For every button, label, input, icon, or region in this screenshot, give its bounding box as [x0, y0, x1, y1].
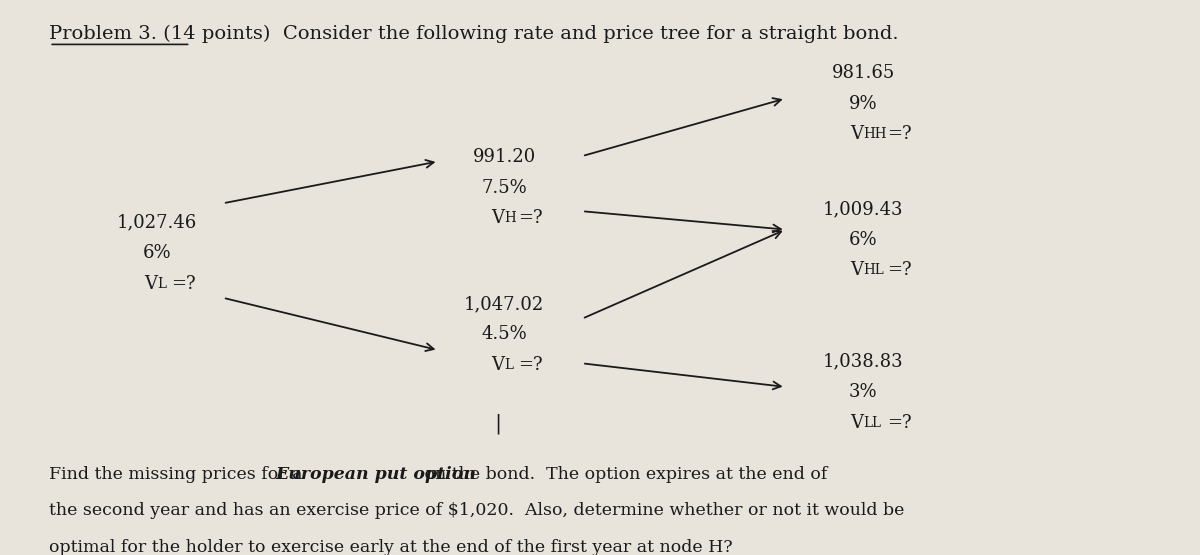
Text: 981.65: 981.65 [832, 64, 895, 82]
Text: =?: =? [887, 125, 912, 143]
Text: V: V [851, 261, 863, 280]
Text: HH: HH [863, 127, 887, 141]
Text: V: V [144, 275, 157, 292]
Text: =?: =? [887, 261, 912, 280]
Text: Find the missing prices for a: Find the missing prices for a [49, 466, 308, 483]
Text: 4.5%: 4.5% [481, 325, 527, 344]
Text: LL: LL [863, 416, 881, 430]
Text: 991.20: 991.20 [473, 148, 536, 166]
Text: H: H [504, 211, 516, 225]
Text: 1,047.02: 1,047.02 [464, 295, 545, 313]
Text: Problem 3. (14 points)  Consider the following rate and price tree for a straigh: Problem 3. (14 points) Consider the foll… [49, 25, 899, 43]
Text: V: V [851, 125, 863, 143]
Text: =?: =? [518, 209, 544, 227]
Text: 6%: 6% [850, 231, 877, 249]
Text: the second year and has an exercise price of $1,020.  Also, determine whether or: the second year and has an exercise pric… [49, 502, 905, 519]
Text: V: V [491, 356, 504, 374]
Text: 3%: 3% [850, 383, 877, 401]
Text: 1,009.43: 1,009.43 [823, 200, 904, 219]
Text: 9%: 9% [850, 95, 877, 113]
Text: optimal for the holder to exercise early at the end of the first year at node H?: optimal for the holder to exercise early… [49, 539, 733, 555]
Text: 1,027.46: 1,027.46 [116, 214, 197, 232]
Text: 7.5%: 7.5% [481, 179, 527, 196]
Text: |: | [494, 413, 502, 434]
Text: 1,038.83: 1,038.83 [823, 353, 904, 371]
Text: European put option: European put option [276, 466, 476, 483]
Text: on the bond.  The option expires at the end of: on the bond. The option expires at the e… [419, 466, 827, 483]
Text: L: L [504, 358, 514, 372]
Text: =?: =? [518, 356, 544, 374]
Text: =?: =? [172, 275, 196, 292]
Text: V: V [851, 413, 863, 432]
Text: HL: HL [863, 264, 884, 278]
Text: =?: =? [887, 413, 912, 432]
Text: L: L [157, 276, 166, 291]
Text: 6%: 6% [143, 244, 172, 262]
Text: V: V [491, 209, 504, 227]
